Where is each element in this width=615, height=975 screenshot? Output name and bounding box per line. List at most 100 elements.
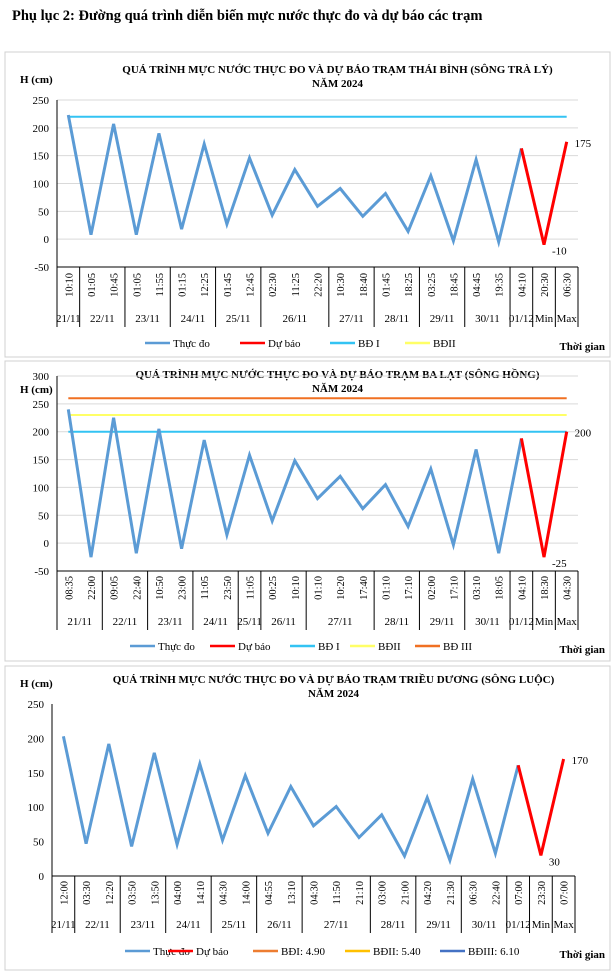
legend-label: Dự báo [196,946,229,958]
x-date-label: 22/11 [113,616,138,628]
x-tick-time-label: 18:40 [359,273,370,297]
y-tick-label: 150 [28,768,45,780]
data-label-max: 170 [572,755,589,767]
x-tick-time-label: 11:25 [291,273,302,297]
chart-frame [4,360,611,662]
x-date-label: 28/11 [381,919,406,931]
x-tick-time-label: 21:10 [355,881,366,905]
y-axis-label: H (cm) [20,678,53,690]
x-date-label: Min [535,616,554,628]
x-date-label: 27/11 [328,616,353,628]
x-date-label: 01/12 [509,313,534,325]
chart-title: NĂM 2024 [312,78,364,90]
x-date-label: 23/11 [135,313,160,325]
x-tick-time-label: 23:00 [178,576,189,600]
x-tick-time-label: 09:05 [110,576,121,600]
chart-title: NĂM 2024 [312,383,364,395]
x-tick-time-label: 11:55 [155,273,166,297]
x-tick-time-label: 04:30 [563,576,574,600]
legend-label: BĐ I [318,641,340,653]
y-tick-label: 200 [33,123,50,135]
legend-label: BĐII [433,338,456,350]
legend-label: BĐI: 4.90 [281,946,326,958]
x-tick-time-label: 13:50 [150,881,161,905]
x-tick-time-label: 03:00 [378,881,389,905]
x-tick-time-label: 17:10 [449,576,460,600]
x-tick-time-label: 12:20 [105,881,116,905]
x-tick-time-label: 12:45 [246,273,257,297]
legend-label: BĐ III [443,641,472,653]
y-tick-label: 0 [44,538,50,550]
x-tick-time-label: 11:05 [200,576,211,600]
y-tick-label: 0 [39,871,45,883]
x-tick-time-label: 18:05 [495,576,506,600]
chart-3: QUÁ TRÌNH MỰC NƯỚC THỰC ĐO VÀ DỰ BÁO TRẠ… [4,665,611,971]
x-date-label: 30/11 [475,616,500,628]
chart-2: QUÁ TRÌNH MỰC NƯỚC THỰC ĐO VÀ DỰ BÁO TRẠ… [4,360,611,662]
x-tick-time-label: 12:25 [200,273,211,297]
x-tick-time-label: 19:35 [495,273,506,297]
x-tick-time-label: 04:00 [173,881,184,905]
legend-label: Dự báo [238,641,271,653]
x-tick-time-label: 18:45 [449,273,460,297]
x-date-label: 21/11 [56,313,81,325]
x-date-label: 21/11 [51,919,76,931]
x-tick-time-label: 12:00 [59,881,70,905]
x-tick-time-label: 04:10 [517,273,528,297]
x-date-label: 28/11 [384,616,409,628]
x-date-label: 21/11 [67,616,92,628]
x-tick-time-label: 01:45 [223,273,234,297]
legend-label: BĐII [378,641,401,653]
x-tick-time-label: 04:45 [472,273,483,297]
x-tick-time-label: 23:30 [537,881,548,905]
legend-label: BĐII: 5.40 [373,946,421,958]
y-tick-label: 300 [33,371,50,383]
y-axis-label: H (cm) [20,74,53,86]
legend-label: Thực đo [173,338,210,350]
x-date-label: Min [532,919,551,931]
x-tick-time-label: 22:40 [132,576,143,600]
x-tick-time-label: 07:00 [560,881,571,905]
y-tick-label: 100 [33,482,50,494]
y-tick-label: 50 [33,837,45,849]
x-tick-time-label: 03:25 [427,273,438,297]
x-tick-time-label: 10:20 [336,576,347,600]
x-tick-time-label: 23:50 [223,576,234,600]
x-date-label: 01/12 [506,919,531,931]
x-tick-time-label: 04:10 [517,576,528,600]
y-tick-label: -50 [34,262,49,274]
data-label-max: 175 [575,138,592,150]
x-tick-time-label: 20:30 [540,273,551,297]
y-tick-label: 150 [33,151,50,163]
y-tick-label: 250 [33,399,50,411]
x-date-label: 01/12 [509,616,534,628]
data-label-min: 30 [549,856,561,868]
page-heading: Phụ lục 2: Đường quá trình diễn biến mực… [12,8,483,24]
x-tick-time-label: 14:00 [241,881,252,905]
legend-label: BĐIII: 6.10 [468,946,520,958]
x-date-label: 25/11 [226,313,251,325]
y-tick-label: 200 [28,733,45,745]
y-tick-label: 250 [28,699,45,711]
x-axis-label: Thời gian [559,644,605,656]
x-tick-time-label: 22:00 [87,576,98,600]
y-tick-label: 150 [33,455,50,467]
x-tick-time-label: 01:15 [178,273,189,297]
x-tick-time-label: 06:30 [563,273,574,297]
legend-label: Thực đo [158,641,195,653]
x-date-label: 27/11 [339,313,364,325]
x-tick-time-label: 01:10 [314,576,325,600]
x-tick-time-label: 10:10 [64,273,75,297]
x-date-label: Max [557,616,578,628]
y-tick-label: 0 [44,234,50,246]
x-tick-time-label: 22:40 [491,881,502,905]
x-date-label: 26/11 [271,616,296,628]
data-label-max: 200 [575,428,592,440]
x-tick-time-label: 04:30 [310,881,321,905]
x-date-label: 26/11 [267,919,292,931]
x-date-label: Min [535,313,554,325]
x-tick-time-label: 21:00 [400,881,411,905]
x-date-label: 29/11 [430,616,455,628]
chart-1: QUÁ TRÌNH MỰC NƯỚC THỰC ĐO VÀ DỰ BÁO TRẠ… [4,51,611,358]
data-label-min: -25 [552,558,567,570]
